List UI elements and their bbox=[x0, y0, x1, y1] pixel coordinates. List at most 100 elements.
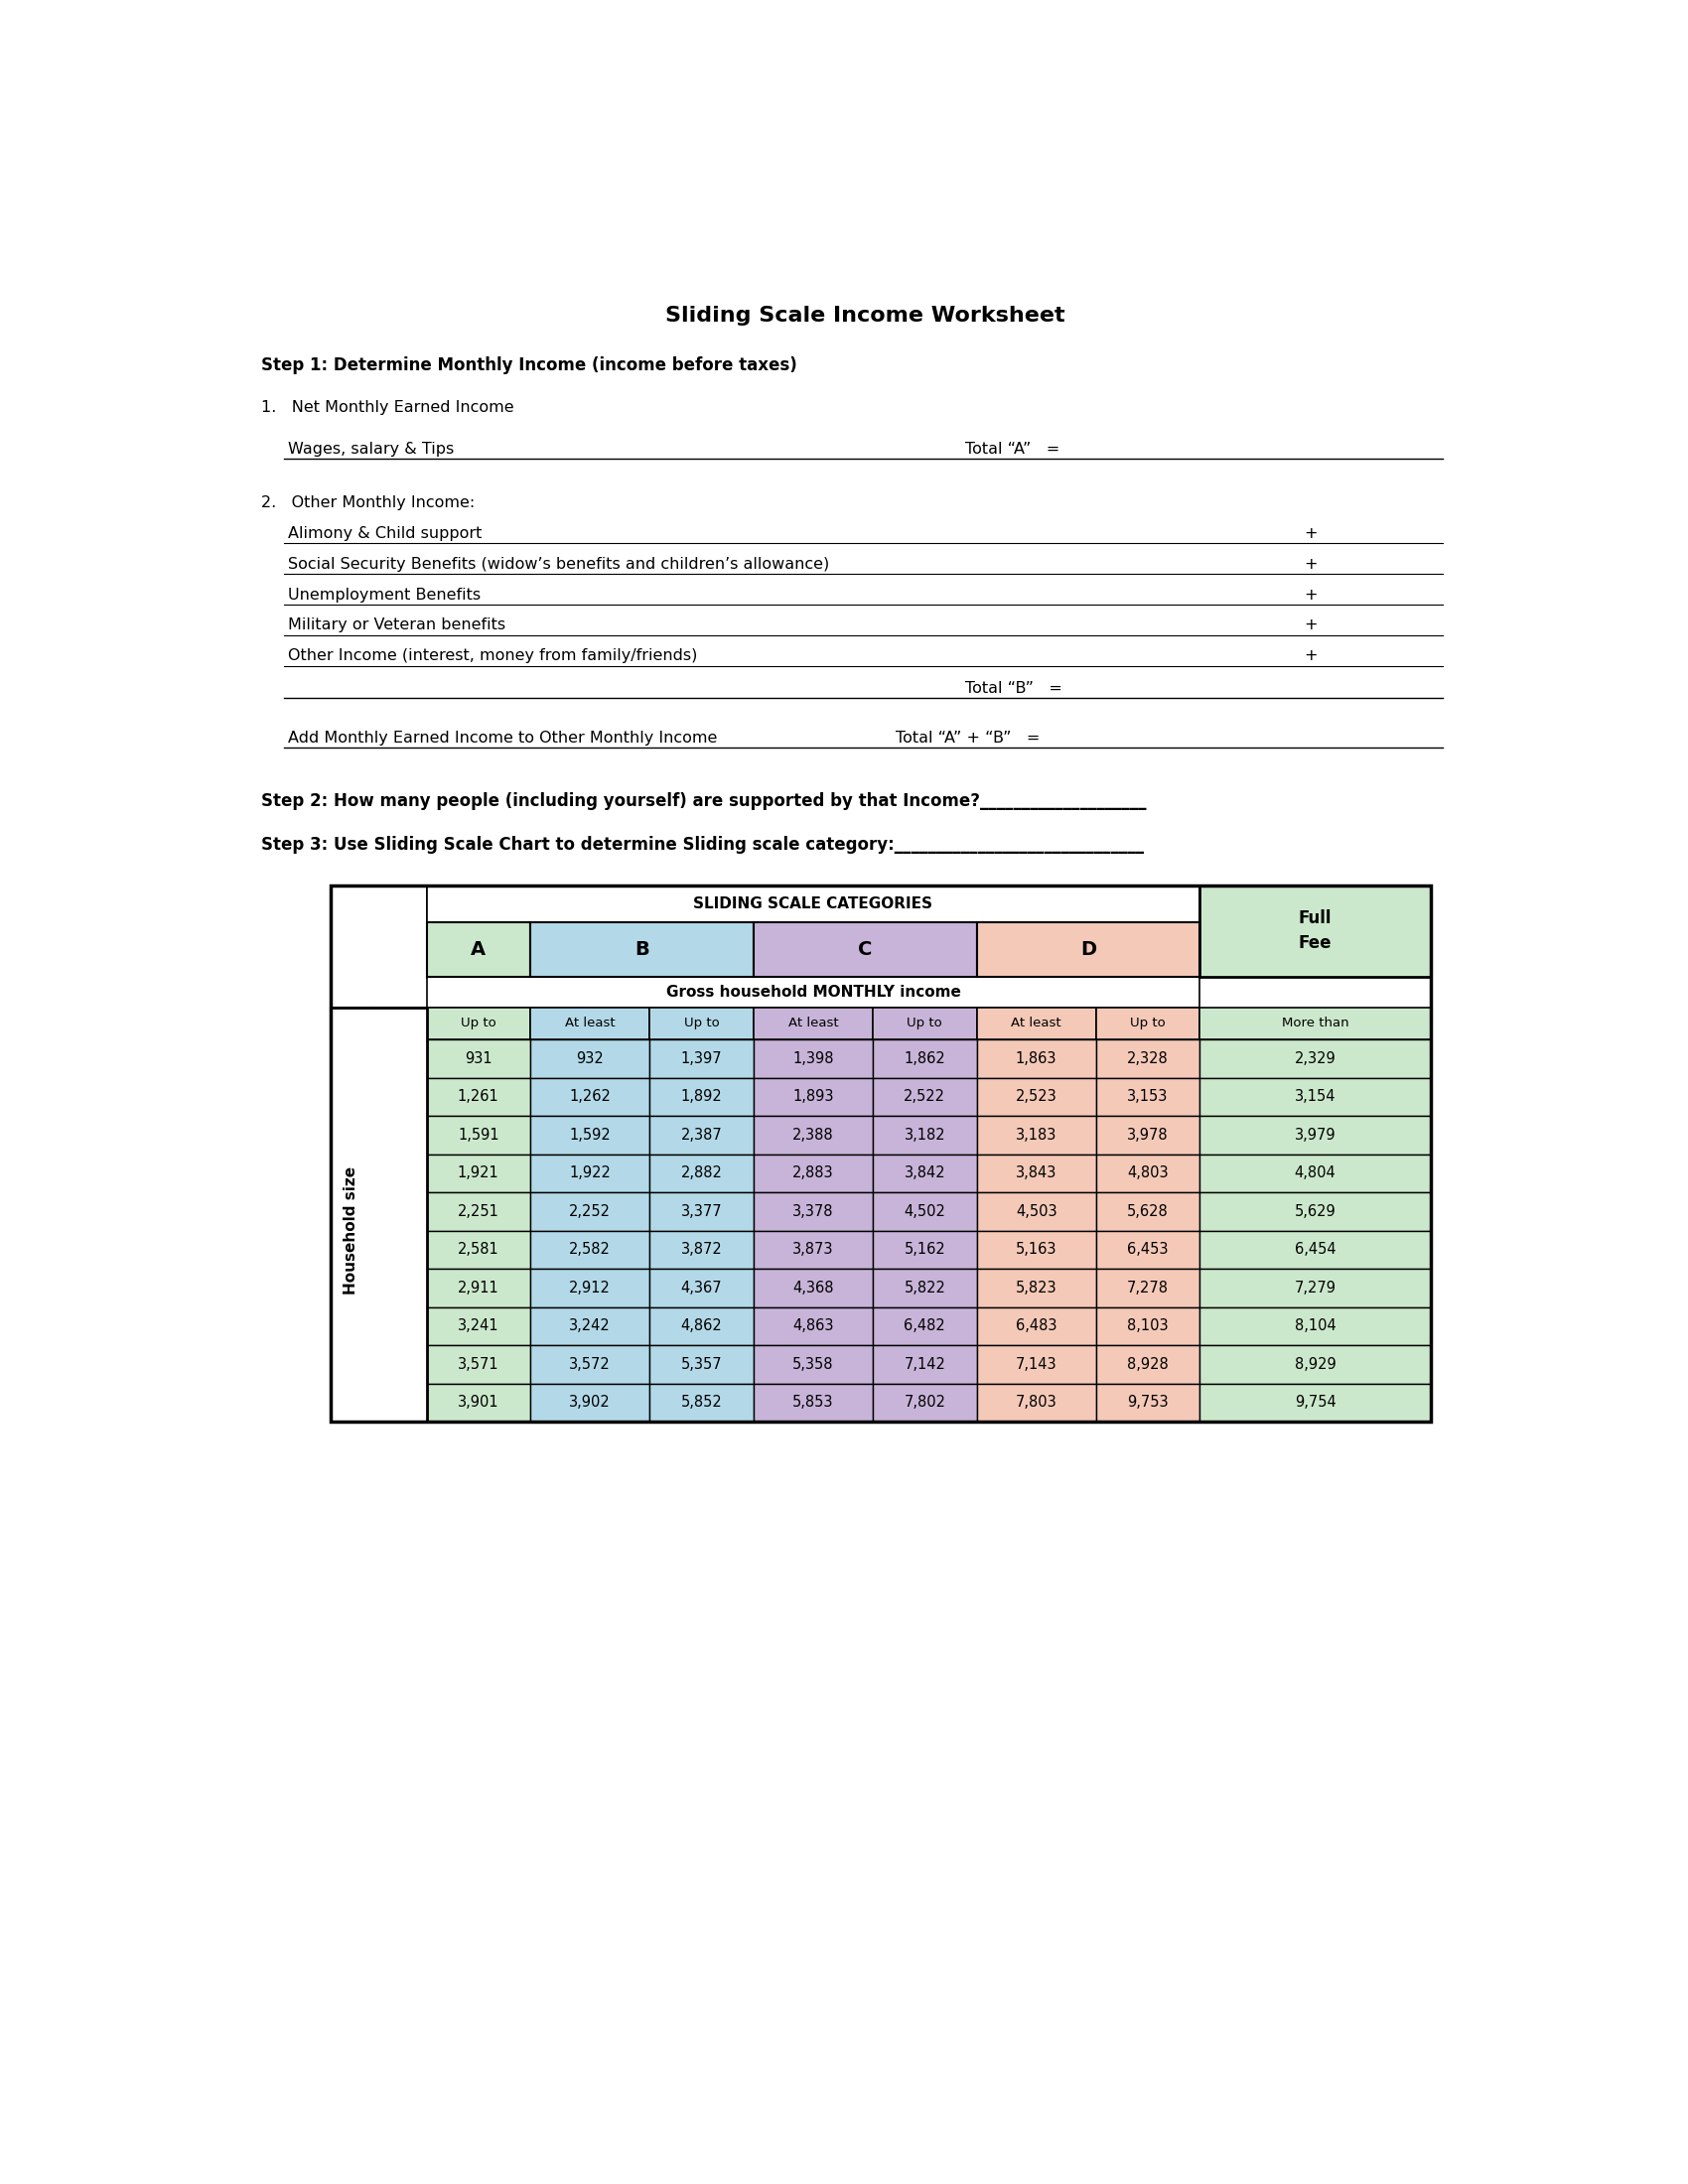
Bar bbox=[331, 1382, 373, 1422]
Bar bbox=[1096, 1077, 1200, 1116]
Text: 8,928: 8,928 bbox=[1128, 1356, 1168, 1372]
Text: Up to: Up to bbox=[461, 1018, 496, 1031]
Bar bbox=[530, 1077, 650, 1116]
Bar bbox=[1200, 1192, 1431, 1230]
Text: +: + bbox=[1303, 557, 1317, 572]
Bar bbox=[753, 1116, 873, 1153]
Text: B: B bbox=[635, 939, 650, 959]
Text: 8,929: 8,929 bbox=[1295, 1356, 1335, 1372]
Bar bbox=[373, 1116, 427, 1153]
Bar bbox=[530, 1269, 650, 1306]
Text: Total “A”   =: Total “A” = bbox=[966, 441, 1060, 456]
Text: Household size: Household size bbox=[344, 1166, 360, 1295]
Text: 4,502: 4,502 bbox=[905, 1203, 945, 1219]
Bar bbox=[373, 1230, 427, 1269]
Text: Other Income (interest, money from family/friends): Other Income (interest, money from famil… bbox=[289, 649, 697, 664]
Bar bbox=[977, 1007, 1096, 1040]
Text: 4,804: 4,804 bbox=[1295, 1166, 1335, 1182]
Bar bbox=[1096, 1345, 1200, 1382]
Text: Total “B”   =: Total “B” = bbox=[966, 681, 1062, 697]
Bar bbox=[873, 1230, 977, 1269]
Text: 6: 6 bbox=[393, 1241, 405, 1258]
Bar bbox=[753, 1306, 873, 1345]
Bar bbox=[1096, 1382, 1200, 1422]
Bar bbox=[873, 1007, 977, 1040]
Text: 5,822: 5,822 bbox=[905, 1280, 945, 1295]
Text: 3,872: 3,872 bbox=[680, 1243, 722, 1258]
Text: D: D bbox=[1080, 939, 1096, 959]
Text: 7,278: 7,278 bbox=[1128, 1280, 1168, 1295]
Text: 2,912: 2,912 bbox=[569, 1280, 611, 1295]
Text: 1,592: 1,592 bbox=[569, 1127, 611, 1142]
Bar bbox=[331, 1269, 373, 1306]
Text: +: + bbox=[1303, 587, 1317, 603]
Bar bbox=[427, 1040, 530, 1077]
Text: 2,882: 2,882 bbox=[680, 1166, 722, 1182]
Bar bbox=[650, 1116, 753, 1153]
Text: 8: 8 bbox=[393, 1317, 405, 1334]
Bar bbox=[331, 1230, 373, 1269]
Text: Alimony & Child support: Alimony & Child support bbox=[289, 526, 483, 542]
Bar bbox=[331, 1077, 373, 1116]
Bar bbox=[373, 1382, 427, 1422]
Text: 9,754: 9,754 bbox=[1295, 1396, 1335, 1411]
Bar bbox=[873, 1269, 977, 1306]
Bar bbox=[1200, 885, 1431, 976]
Text: 5,853: 5,853 bbox=[793, 1396, 834, 1411]
Bar bbox=[650, 1230, 753, 1269]
Bar bbox=[373, 1040, 427, 1077]
Bar bbox=[873, 1077, 977, 1116]
Text: 2,252: 2,252 bbox=[569, 1203, 611, 1219]
Bar bbox=[427, 922, 530, 976]
Text: 4,367: 4,367 bbox=[680, 1280, 722, 1295]
Bar bbox=[977, 1153, 1096, 1192]
Text: 3,902: 3,902 bbox=[569, 1396, 611, 1411]
Bar bbox=[977, 1306, 1096, 1345]
Text: 5: 5 bbox=[393, 1203, 405, 1221]
Bar bbox=[873, 1040, 977, 1077]
Bar bbox=[427, 976, 1200, 1007]
Text: 5,357: 5,357 bbox=[680, 1356, 722, 1372]
Text: Full
Fee: Full Fee bbox=[1298, 909, 1332, 952]
Text: +: + bbox=[1303, 526, 1317, 542]
Bar bbox=[753, 1077, 873, 1116]
Text: 1,397: 1,397 bbox=[680, 1051, 722, 1066]
Bar bbox=[873, 1153, 977, 1192]
Text: 2,329: 2,329 bbox=[1295, 1051, 1335, 1066]
Text: 4,863: 4,863 bbox=[793, 1319, 834, 1334]
Text: 3,182: 3,182 bbox=[905, 1127, 945, 1142]
Text: 9,753: 9,753 bbox=[1128, 1396, 1168, 1411]
Text: 8,103: 8,103 bbox=[1128, 1319, 1168, 1334]
Bar bbox=[977, 1382, 1096, 1422]
Text: 5,629: 5,629 bbox=[1295, 1203, 1335, 1219]
Bar bbox=[977, 1230, 1096, 1269]
Bar bbox=[530, 1306, 650, 1345]
Text: 1,262: 1,262 bbox=[569, 1090, 611, 1105]
Text: 6,454: 6,454 bbox=[1295, 1243, 1335, 1258]
Bar bbox=[1096, 1269, 1200, 1306]
Text: 3,154: 3,154 bbox=[1295, 1090, 1335, 1105]
Text: Step 2: How many people (including yourself) are supported by that Income?______: Step 2: How many people (including yours… bbox=[262, 793, 1146, 810]
Bar bbox=[873, 1192, 977, 1230]
Bar bbox=[977, 1040, 1096, 1077]
Text: 3,572: 3,572 bbox=[569, 1356, 611, 1372]
Text: 2,911: 2,911 bbox=[457, 1280, 500, 1295]
Bar bbox=[427, 1007, 530, 1040]
Text: 1.   Net Monthly Earned Income: 1. Net Monthly Earned Income bbox=[262, 400, 513, 415]
Bar bbox=[1200, 1040, 1431, 1077]
Text: 2,883: 2,883 bbox=[792, 1166, 834, 1182]
Text: 6,482: 6,482 bbox=[905, 1319, 945, 1334]
Text: 7,143: 7,143 bbox=[1016, 1356, 1057, 1372]
Text: Wages, salary & Tips: Wages, salary & Tips bbox=[289, 441, 454, 456]
Bar bbox=[977, 1077, 1096, 1116]
Bar bbox=[530, 1040, 650, 1077]
Text: 4,503: 4,503 bbox=[1016, 1203, 1057, 1219]
Bar bbox=[427, 1382, 530, 1422]
Text: 2,328: 2,328 bbox=[1128, 1051, 1168, 1066]
Text: 6,483: 6,483 bbox=[1016, 1319, 1057, 1334]
Bar bbox=[650, 1040, 753, 1077]
Text: 7,142: 7,142 bbox=[905, 1356, 945, 1372]
Bar bbox=[530, 1382, 650, 1422]
Bar bbox=[753, 922, 977, 976]
Bar bbox=[331, 1192, 373, 1230]
